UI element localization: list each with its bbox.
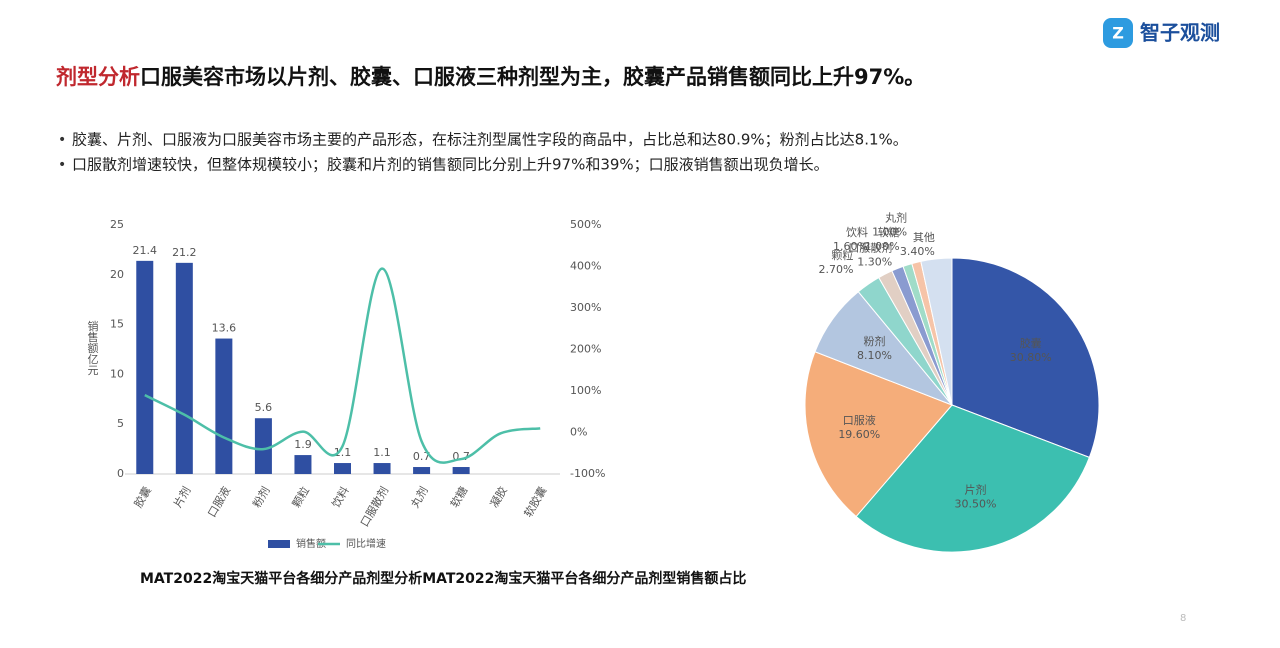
pie-label: 口服散剂 [848, 240, 892, 254]
bullet: 胶囊、片剂、口服液为口服美容市场主要的产品形态，在标注剂型属性字段的商品中，占比… [72, 131, 908, 149]
bar [175, 262, 193, 474]
bar [294, 455, 312, 474]
bar-label: 0.7 [413, 450, 431, 463]
pie-label: 颗粒 [831, 248, 853, 262]
bar [136, 260, 154, 474]
x-tick-label: 片剂 [170, 484, 193, 510]
logo-icon-letter: Z [1112, 24, 1124, 43]
pie-value-label: 2.70% [818, 263, 853, 276]
pie-label: 软糖 [878, 225, 900, 239]
pie-label: 其他 [913, 231, 935, 244]
bar-label: 5.6 [255, 401, 273, 414]
y2-tick-label: 500% [570, 218, 601, 231]
pie-value-label: 8.10% [857, 349, 892, 362]
y2-tick-label: 300% [570, 301, 601, 314]
y-tick-label: 25 [110, 218, 124, 231]
title-highlight: 剂型分析 [56, 65, 140, 89]
bar [334, 463, 351, 474]
y-tick-label: 10 [110, 367, 124, 380]
bar [215, 338, 233, 474]
y2-tick-label: 400% [570, 260, 601, 273]
x-tick-label: 胶囊 [131, 484, 154, 510]
x-tick-label: 口服散剂 [357, 484, 391, 529]
bar-label: 1.1 [373, 446, 391, 459]
pie-label: 口服液 [843, 413, 876, 427]
bar-label: 21.2 [172, 246, 197, 259]
y-tick-label: 0 [117, 467, 124, 480]
y-axis-label: 销售额亿元 [86, 319, 99, 375]
pie-value-label: 1.00% [872, 226, 907, 239]
x-tick-label: 丸剂 [408, 484, 431, 510]
pie-slice [855, 404, 1090, 553]
pie-slice [804, 351, 953, 518]
bar [254, 418, 272, 474]
y2-tick-label: -100% [570, 467, 605, 480]
x-tick-label: 粉剂 [249, 484, 272, 510]
bar-label: 1.1 [334, 446, 352, 459]
legend-label: 同比增速 [346, 537, 386, 550]
x-tick-label: 软胶囊 [521, 484, 550, 520]
logo-icon [1103, 18, 1133, 48]
pie-value-label: 19.60% [838, 428, 880, 441]
legend-swatch [268, 540, 290, 548]
x-tick-label: 口服液 [204, 484, 233, 520]
y-tick-label: 15 [110, 318, 124, 331]
title-rest: 口服美容市场以片剂、胶囊、口服液三种剂型为主，胶囊产品销售额同比上升97%。 [140, 65, 925, 89]
pie-value-label: 30.80% [1010, 351, 1052, 364]
pie-label: 饮料 [846, 225, 868, 239]
caption: MAT2022淘宝天猫平台各细分产品剂型分析MAT2022淘宝天猫平台各细分产品… [140, 570, 746, 587]
y2-tick-label: 0% [570, 426, 587, 439]
pie-value-label: 1.30% [857, 255, 892, 268]
pie-label: 胶囊 [1020, 336, 1042, 350]
bullet: 口服散剂增速较快，但整体规模较小；胶囊和片剂的销售额同比分别上升97%和39%；… [72, 156, 829, 174]
x-tick-label: 颗粒 [289, 484, 312, 510]
page-number: 8 [1180, 613, 1186, 624]
bar-label: 1.9 [294, 438, 312, 451]
pie-value-label: 30.50% [954, 498, 996, 511]
pie-value-label: 3.40% [900, 245, 935, 258]
y2-tick-label: 100% [570, 384, 601, 397]
y-tick-label: 5 [117, 417, 124, 430]
x-tick-label: 饮料 [329, 484, 352, 510]
legend-label: 销售额 [296, 537, 326, 550]
y-tick-label: 20 [110, 268, 124, 281]
logo: 智子观测 [1140, 21, 1220, 45]
pie-label: 丸剂 [885, 211, 907, 225]
bar [373, 463, 391, 474]
pie-slice [951, 257, 1100, 459]
pie-value-label: 1.00% [865, 240, 900, 253]
bar-label: 21.4 [133, 244, 158, 257]
pie-slice [920, 257, 953, 406]
x-tick-label: 凝胶 [487, 484, 510, 510]
title: 剂型分析口服美容市场以片剂、胶囊、口服液三种剂型为主，胶囊产品销售额同比上升97… [56, 65, 925, 89]
growth-line [144, 267, 541, 464]
pie-label: 粉剂 [864, 334, 886, 348]
pie-label: 片剂 [964, 483, 986, 497]
pie-value-label: 1.60% [833, 240, 868, 253]
bar [413, 467, 431, 474]
bar [452, 467, 470, 474]
bullet-dot: • [58, 157, 66, 173]
y2-tick-label: 200% [570, 343, 601, 356]
bullet-dot: • [58, 132, 66, 148]
bar-label: 13.6 [212, 322, 237, 335]
x-tick-label: 软糖 [447, 484, 470, 510]
